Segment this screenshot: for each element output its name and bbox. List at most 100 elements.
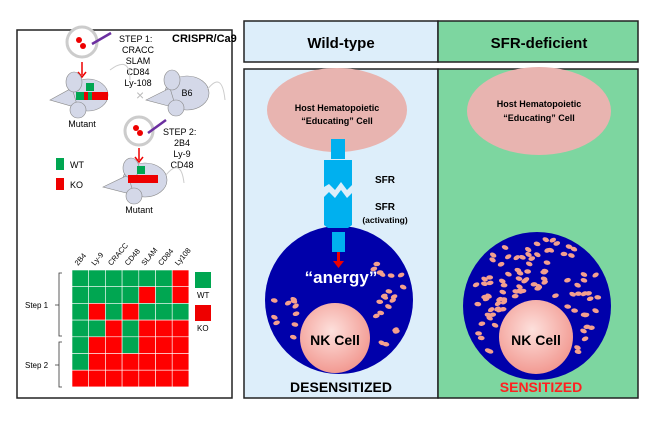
step1-gene: Ly-108 [124,78,151,88]
step2-label: STEP 2: [163,127,196,137]
granule [574,349,582,354]
cross-symbol: × [136,87,144,103]
granule [530,282,538,287]
granule [477,335,485,341]
granule [515,288,523,294]
granule [379,271,386,277]
status-desensitized: DESENSITIZED [290,379,392,395]
granule [370,266,378,272]
granule [501,245,509,250]
granule [481,281,488,286]
granule [564,277,571,283]
granule [494,301,502,307]
grid-cell [105,369,123,388]
granule [511,293,519,299]
status-sensitized: SENSITIZED [500,379,582,395]
grid-cell [121,303,140,321]
grid-cell [71,286,90,304]
grid-cell [138,286,156,304]
legend-wt-label: WT [70,160,84,170]
sfr-deficient-title: SFR-deficient [491,35,588,52]
granule [513,255,520,261]
granule [390,294,398,300]
grid-cell [121,336,140,354]
granule [474,301,482,307]
granule [497,261,505,267]
sfr-receptor-icon [324,139,352,252]
granule [392,327,399,333]
granule [500,297,508,302]
grid-legend-wt: WT [197,291,210,300]
granule [292,311,300,317]
grid-cell [138,269,156,288]
granule [525,252,532,258]
granule [583,324,591,330]
grid-cell [171,353,190,371]
granule [553,241,561,246]
crispr-title: CRISPR/Ca9 [172,33,237,45]
wild-type-title: Wild-type [307,35,374,52]
granule [292,303,299,309]
nk-cell-nucleus [300,303,370,373]
step2-bracket [55,341,62,388]
grid-cell [88,303,106,321]
knockout-grid [71,269,190,388]
granule [399,284,407,290]
granule [574,345,581,351]
host-cell-label: “Educating” Cell [301,116,373,126]
granule [291,322,299,327]
granule [372,313,380,319]
granule [376,299,384,305]
grid-legend-wt-swatch [195,272,211,288]
step1-label: STEP 1: [119,34,152,44]
grid-cell [71,303,90,321]
granule [500,283,508,288]
granule [543,260,551,265]
granule [273,320,280,326]
crispr-panel: CRISPR/Ca9 STEP 1: CRACC SLAM CD84 Ly-10… [16,25,237,399]
granule [522,277,530,283]
step1-gene: SLAM [126,56,151,66]
granule [499,289,507,295]
row-group-label: Step 1 [25,301,49,310]
sfr-activating-note: (activating) [362,215,408,225]
granule [542,237,550,243]
granule [494,306,501,312]
granule [552,293,559,299]
grid-legend-ko: KO [197,324,209,333]
host-cell [467,67,611,155]
grid-cell [171,303,190,321]
granule [284,300,292,306]
granule [472,282,480,288]
sfr-activating-label: SFR [375,202,396,213]
grid-cell [105,319,123,338]
granule [270,298,278,303]
signal-arrow-icon [333,252,344,268]
grid-cell [71,319,90,338]
grid-cell [105,269,123,288]
granule [580,272,588,277]
granule [382,341,390,347]
mutant-label: Mutant [68,119,96,129]
grid-legend-ko-swatch [195,305,211,321]
granule [484,312,492,318]
grid-cell [121,353,140,371]
grid-cell [71,353,90,371]
granule [592,308,599,314]
granule [541,279,548,285]
granule [564,304,572,309]
nk-cell-nucleus [499,300,573,374]
granule [475,331,482,336]
grid-cell [171,369,190,388]
granule [485,293,492,299]
grid-cell [171,269,190,288]
grid-cell [105,353,123,371]
granule [525,261,533,267]
grid-cell [105,303,123,321]
nk-cell-label: NK Cell [511,332,561,348]
granule [580,277,588,283]
embryo-dish-icon [65,25,112,59]
grid-cell [88,286,106,304]
granule [515,276,523,281]
